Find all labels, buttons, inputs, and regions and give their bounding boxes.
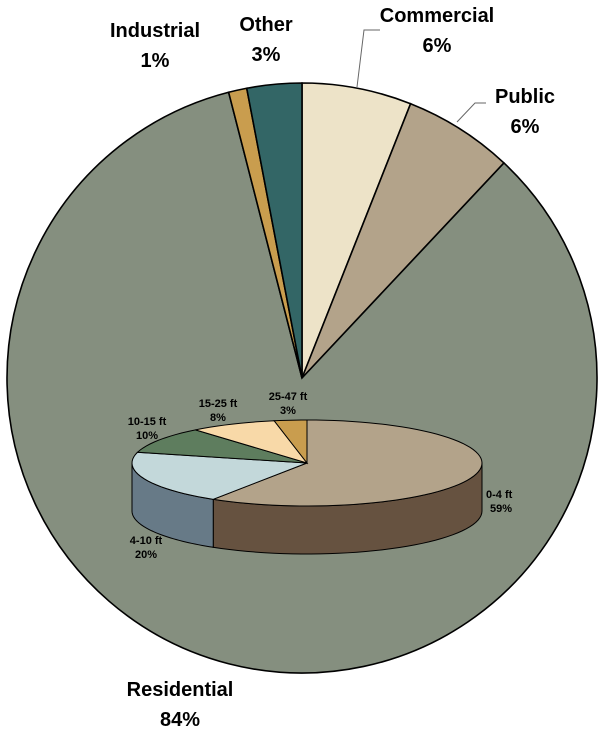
inset-label-15-25-ft-percent: 8% [210,412,226,424]
inset-pie-labels: 0-4 ft 59% 4-10 ft 20% 10-15 ft 10% 15-25 ft 8%… [128,391,513,561]
label-other-percent: 3% [252,44,281,66]
label-residential: Residential 84% [127,679,234,731]
label-industrial-name: Industrial [110,20,200,42]
inset-slice-25-47-ft [273,419,308,465]
main-pie [6,82,598,674]
inset-3d-pie [131,419,483,555]
inset-label-0-4-ft: 0-4 ft 59% [486,489,513,515]
label-commercial: Commercial 6% [380,5,495,57]
inset-label-0-4-ft-name: 0-4 ft [486,489,513,501]
label-other: Other 3% [239,14,293,66]
label-public-percent: 6% [511,116,540,138]
inset-label-4-10-ft-name: 4-10 ft [130,535,163,547]
inset-slice-0-4-ft [211,419,483,507]
inset-label-10-15-ft-percent: 10% [136,430,158,442]
main-pie-leader-lines [356,29,486,123]
leader-line-commercial [356,29,380,88]
label-industrial: Industrial 1% [110,20,200,72]
label-other-name: Other [239,14,293,36]
label-commercial-percent: 6% [423,35,452,57]
leader-line-public [456,102,486,123]
inset-slice-15-25-ft [195,420,309,464]
inset-label-4-10-ft-percent: 20% [135,549,157,561]
label-industrial-percent: 1% [141,50,170,72]
inset-label-25-47-ft: 25-47 ft 3% [269,391,308,417]
label-residential-name: Residential [127,679,234,701]
inset-label-0-4-ft-percent: 59% [490,503,512,515]
slice-other [245,82,303,379]
label-commercial-name: Commercial [380,5,495,27]
inset-label-15-25-ft-name: 15-25 ft [199,398,238,410]
label-residential-percent: 84% [160,709,200,731]
inset-label-25-47-ft-percent: 3% [280,405,296,417]
inset-slice-4-10-ft [131,451,308,500]
main-pie-labels: Commercial 6% Public 6% Residential 84% Indust… [110,5,555,731]
label-public-name: Public [495,86,555,108]
inset-label-25-47-ft-name: 25-47 ft [269,391,308,403]
inset-label-10-15-ft: 10-15 ft 10% [128,416,167,442]
inset-label-10-15-ft-name: 10-15 ft [128,416,167,428]
inset-slice-10-15-ft [136,429,308,464]
inset-label-4-10-ft: 4-10 ft 20% [130,535,163,561]
label-public: Public 6% [495,86,555,138]
inset-label-15-25-ft: 15-25 ft 8% [199,398,238,424]
